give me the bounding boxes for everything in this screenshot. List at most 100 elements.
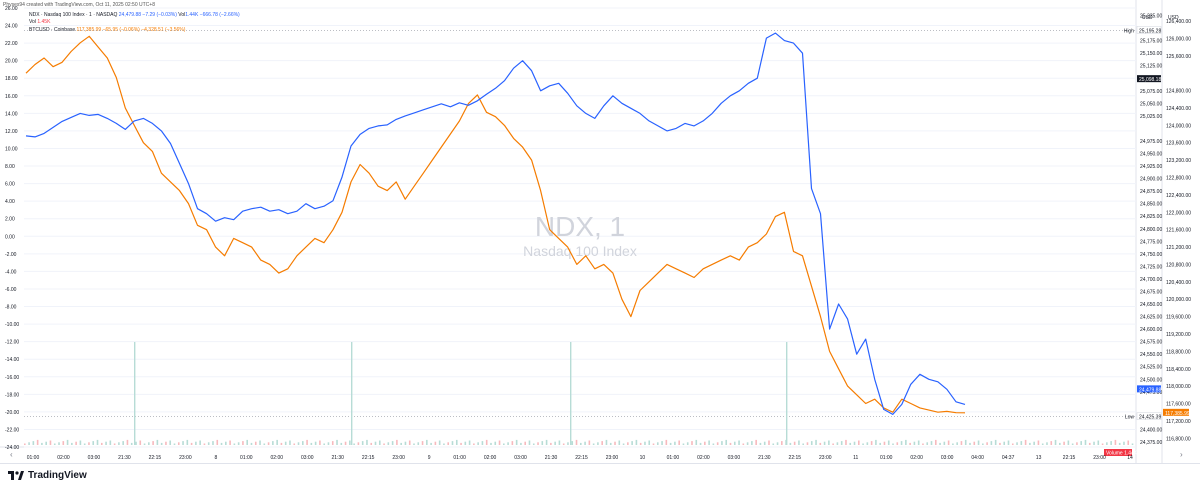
volume-bar (1011, 443, 1014, 445)
volume-bar (678, 440, 680, 445)
volume-bar (276, 439, 278, 445)
volume-bar (900, 441, 903, 445)
scroll-left-icon[interactable]: ‹ (10, 450, 13, 459)
btc-axis-tick: 122,400.00 (1166, 193, 1191, 199)
left-axis-tick: -16.00 (5, 375, 19, 381)
volume-bar (319, 440, 321, 445)
volume-bar (798, 440, 800, 445)
x-axis-tick: 04:37 (1002, 455, 1015, 461)
volume-bar (832, 443, 834, 445)
volume-bar (165, 441, 167, 445)
left-axis-tick: -20.00 (5, 410, 19, 416)
volume-bar (1084, 439, 1087, 445)
volume-bar (481, 441, 484, 445)
ndx-axis-tick: 24,550.00 (1140, 352, 1162, 358)
volume-bar (627, 442, 629, 445)
btc-change2: −4,328.51 (−3.56%) (141, 26, 186, 33)
volume-bar (733, 441, 736, 445)
ndx-series-line (25, 32, 966, 415)
volume-bar (28, 442, 30, 445)
ndx-legend-row[interactable]: NDX · Nasdaq 100 Index · 1 · NASDAQ 24,4… (29, 12, 240, 19)
vol-legend-row[interactable]: Vol 1.45K (29, 19, 240, 26)
volume-bar (1110, 441, 1112, 445)
volume-bar (297, 442, 300, 445)
scroll-right-icon[interactable]: › (1180, 450, 1183, 459)
volume-bar (554, 441, 556, 445)
volume-bar (840, 441, 843, 445)
volume-spike (134, 342, 136, 445)
price-chart[interactable]: 26.00 24.00 22.00 20.00 18.00 16.00 14.00 12.00… (0, 0, 1200, 463)
volume-bar (922, 443, 924, 445)
footer-bar (0, 463, 1200, 488)
volume-bar (79, 440, 82, 445)
volume-bar (532, 443, 535, 445)
x-axis-tick: 02:00 (271, 455, 284, 461)
volume-bar (468, 440, 471, 445)
volume-bar (75, 441, 77, 445)
low-value: 24,425.39 (1139, 415, 1161, 421)
volume-bar (1118, 442, 1121, 445)
btc-axis-tick: 121,200.00 (1166, 245, 1191, 251)
btc-last-badge (1163, 408, 1189, 416)
volume-bar (1127, 440, 1130, 445)
ndx-axis-tick: 24,400.00 (1140, 427, 1162, 433)
volume-bar (960, 441, 963, 445)
volume-bar (302, 441, 304, 445)
volume-bar (1106, 442, 1108, 445)
volume-bar (695, 439, 698, 445)
high-label: High (1124, 28, 1135, 34)
volume-bar (156, 439, 159, 445)
volume-bar (366, 439, 368, 445)
volume-bar (686, 442, 689, 445)
volume-bar (100, 442, 103, 445)
volume-bar (391, 441, 394, 445)
volume-bar (490, 442, 492, 445)
volume-bar (387, 442, 390, 445)
left-axis-tick: 12.00 (5, 129, 18, 135)
left-axis-tick: 2.00 (5, 217, 15, 223)
volume-bar (344, 441, 347, 445)
left-axis-tick: 4.00 (5, 199, 15, 205)
volume-bar (88, 442, 90, 445)
btc-axis-tick: 118,800.00 (1166, 349, 1191, 355)
x-axis-tick: 10 (640, 455, 646, 461)
volume-bar (1071, 443, 1074, 445)
left-axis-tick: -24.00 (5, 445, 19, 451)
x-axis-tick: 22:15 (149, 455, 162, 461)
volume-bar (92, 441, 95, 445)
ndx-axis-tick: 24,750.00 (1140, 252, 1162, 258)
volume-bar (1033, 441, 1035, 445)
volume-badge (1104, 449, 1132, 456)
volume-bar (691, 441, 693, 445)
volume-bar (413, 443, 415, 445)
volume-bar (195, 441, 197, 445)
x-axis-tick: 03:00 (728, 455, 741, 461)
volume-bar (1076, 442, 1078, 445)
volume-bar (96, 439, 99, 445)
ndx-axis-tick: 24,650.00 (1140, 302, 1162, 308)
x-axis-tick: 22:15 (575, 455, 588, 461)
volume-bar (708, 440, 710, 445)
left-axis-tick: 20.00 (5, 59, 18, 65)
ndx-axis-tick: 24,725.00 (1140, 264, 1162, 270)
volume-bar (759, 442, 762, 445)
volume-bar (130, 442, 133, 445)
volume-bar (699, 442, 702, 445)
ndx-axis-tick: 24,800.00 (1140, 227, 1162, 233)
btc-axis-tick: 124,400.00 (1166, 106, 1191, 112)
left-axis-tick: -10.00 (5, 322, 19, 328)
ndx-axis-tick: 24,850.00 (1140, 202, 1162, 208)
low-value-box (1136, 412, 1162, 420)
tradingview-logo[interactable]: TradingView (8, 470, 87, 481)
btc-legend-row[interactable]: BTCUSD · Coinbase 117,385.99 −65.95 (−0.… (29, 27, 240, 34)
volume-bar (182, 441, 184, 445)
ndx-last-badge (1137, 385, 1161, 393)
volume-bar (58, 442, 60, 445)
ndx-axis-tick: 24,575.00 (1140, 340, 1162, 346)
volume-bar (113, 443, 116, 445)
volume-bar (357, 442, 360, 445)
ndx-axis-tick: 24,375.00 (1140, 440, 1162, 446)
high-value-box (1136, 26, 1162, 34)
volume-bar (190, 442, 193, 445)
left-axis-tick: 0.00 (5, 234, 15, 240)
